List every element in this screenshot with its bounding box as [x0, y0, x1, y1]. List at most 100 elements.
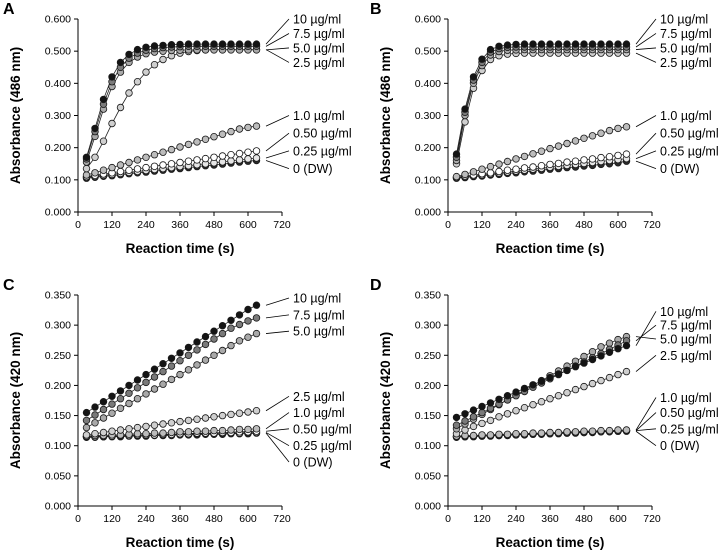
data-point: [588, 427, 597, 435]
data-point: [546, 40, 554, 48]
data-point: [580, 134, 588, 142]
data-point: [210, 132, 218, 141]
label-0-25-ug-ml: 0.25 µg/ml: [660, 422, 719, 436]
series-labels: 10 µg/ml7.5 µg/ml5.0 µg/ml2.5 µg/ml1.0 µ…: [265, 292, 352, 469]
leader-line: [265, 18, 290, 45]
data-point: [159, 367, 167, 376]
label-0-dw: 0 (DW): [660, 162, 700, 176]
data-point: [218, 411, 227, 420]
data-point: [116, 167, 125, 176]
data-point: [91, 430, 99, 438]
y-axis-title: Absorbance (486 nm): [378, 47, 393, 184]
data-point: [588, 355, 597, 364]
data-point: [537, 161, 546, 170]
data-point: [116, 395, 125, 403]
data-point: [622, 426, 631, 434]
leader-line: [265, 150, 290, 159]
series-line-10-ug-ml: [86, 43, 257, 158]
data-point: [597, 40, 605, 48]
panel-c: C 0 120 240 360 480 600 720 0.000 0.050 0.100 0.150…: [3, 277, 352, 550]
data-point: [116, 58, 125, 67]
data-point: [546, 160, 554, 169]
label-1-0-ug-ml: 1.0 µg/ml: [293, 406, 345, 420]
data-point: [116, 103, 125, 112]
x-tick-label: 240: [507, 219, 525, 231]
data-point: [597, 343, 605, 351]
data-point: [108, 119, 116, 128]
data-point: [218, 322, 227, 330]
data-point: [452, 172, 461, 181]
data-point: [133, 165, 142, 173]
leader-line: [265, 49, 290, 63]
data-point: [150, 60, 159, 69]
data-point: [622, 341, 631, 350]
data-point: [125, 389, 133, 397]
data-point: [563, 139, 571, 148]
x-tick-label: 360: [171, 219, 189, 231]
data-point: [108, 392, 116, 400]
y-tick-label: 0.300: [415, 320, 441, 332]
data-point: [159, 55, 167, 64]
data-point: [167, 375, 176, 384]
panel-letter: C: [3, 277, 15, 294]
data-point: [184, 351, 193, 359]
data-point: [529, 381, 537, 389]
data-point: [597, 129, 605, 137]
data-point: [512, 407, 520, 415]
data-point: [201, 332, 210, 341]
data-point: [495, 167, 503, 176]
x-tick-label: 600: [609, 219, 627, 231]
data-point: [244, 333, 252, 341]
data-point: [563, 158, 571, 166]
data-point: [461, 417, 469, 425]
data-point: [210, 153, 218, 161]
data-point: [99, 428, 108, 437]
data-point: [588, 40, 597, 48]
data-point: [176, 158, 184, 167]
x-tick-label: 720: [273, 219, 291, 231]
data-point: [486, 45, 495, 54]
data-point: [235, 409, 244, 417]
x-tick-label: 480: [575, 513, 593, 525]
y-tick-label: 0.000: [415, 501, 441, 513]
data-point: [597, 426, 605, 435]
data-point: [91, 419, 99, 427]
data-point: [82, 408, 91, 417]
series-1-0-ug-ml: [452, 426, 631, 440]
data-point: [252, 329, 261, 338]
label-1-0-ug-ml: 1.0 µg/ml: [660, 391, 712, 405]
series-labels: 10 µg/ml7.5 µg/ml5.0 µg/ml2.5 µg/ml1.0 µ…: [635, 305, 719, 453]
data-point: [218, 426, 227, 435]
y-tick-label: 0.100: [415, 174, 441, 186]
data-point: [227, 426, 235, 434]
leader-line: [265, 160, 290, 169]
data-point: [235, 149, 244, 158]
data-point: [588, 155, 597, 163]
leader-line: [265, 330, 290, 334]
x-tick-label: 0: [75, 513, 81, 525]
data-point: [244, 155, 252, 163]
data-point: [159, 41, 167, 50]
data-point: [167, 41, 176, 49]
leader-line: [635, 47, 657, 50]
series-7-5-ug-ml: [82, 314, 261, 425]
data-point: [184, 40, 193, 48]
label-5-0-ug-ml: 5.0 µg/ml: [660, 41, 712, 55]
data-point: [588, 379, 597, 388]
data-point: [150, 42, 159, 50]
data-point: [503, 157, 512, 166]
data-point: [167, 428, 176, 437]
leader-line: [265, 395, 290, 412]
y-axis-title: Absorbance (486 nm): [8, 47, 23, 184]
series-labels: 10 µg/ml7.5 µg/ml5.0 µg/ml2.5 µg/ml1.0 µ…: [635, 13, 719, 176]
label-7-5-ug-ml: 7.5 µg/ml: [660, 27, 712, 41]
data-point: [520, 164, 529, 172]
data-point: [529, 163, 537, 171]
y-tick-label: 0.150: [45, 410, 71, 422]
data-point: [133, 423, 142, 432]
data-point: [252, 314, 261, 322]
data-point: [469, 168, 478, 176]
label-7-5-ug-ml: 7.5 µg/ml: [293, 308, 345, 322]
data-point: [218, 152, 227, 160]
data-point: [580, 359, 588, 367]
